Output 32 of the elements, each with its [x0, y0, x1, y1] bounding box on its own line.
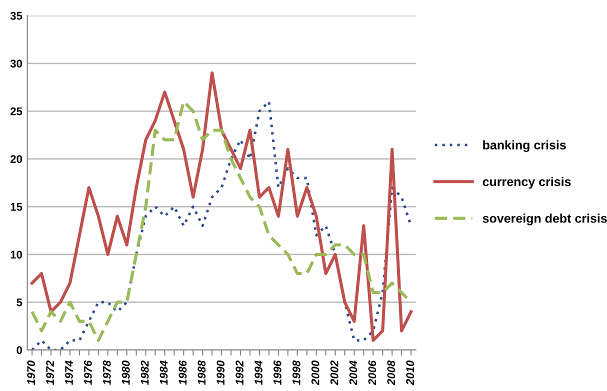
- legend-label: banking crisis: [483, 140, 566, 152]
- x-tick-label: 1994: [254, 360, 262, 385]
- x-tick-label: 2010: [406, 360, 414, 386]
- y-tick-label: 20: [10, 155, 22, 164]
- x-tick-label: 2000: [311, 360, 320, 386]
- x-tick-label: 2008: [387, 360, 396, 386]
- x-tick-label: 1984: [160, 360, 168, 385]
- x-tick-label: 2004: [349, 360, 358, 386]
- y-tick-label: 25: [10, 107, 22, 116]
- y-tick-label: 15: [10, 203, 22, 211]
- y-tick-label: 0: [16, 346, 22, 354]
- x-tick-label: 1976: [84, 360, 92, 385]
- x-tick-label: 1970: [27, 360, 36, 385]
- legend-label: currency crisis: [482, 176, 571, 189]
- legend-label: sovereign debt crisis: [482, 214, 607, 226]
- x-tick-label: 1982: [140, 360, 149, 385]
- x-tick-label: 1988: [198, 360, 206, 385]
- x-tick-label: 1990: [216, 360, 225, 385]
- x-tick-label: 1978: [102, 360, 111, 385]
- x-tick-label: 1974: [65, 360, 73, 385]
- x-tick-label: 1992: [236, 360, 244, 385]
- y-tick-label: 35: [10, 12, 22, 20]
- x-tick-label: 2006: [368, 360, 376, 386]
- x-tick-label: 1986: [178, 360, 187, 385]
- y-tick-label: 10: [10, 250, 22, 259]
- x-tick-label: 1980: [122, 360, 130, 385]
- x-tick-label: 1998: [292, 360, 300, 385]
- x-tick-label: 1996: [274, 360, 282, 385]
- y-tick-label: 5: [16, 298, 22, 306]
- x-tick-label: 1972: [46, 360, 54, 385]
- x-tick-label: 2002: [330, 360, 338, 386]
- y-tick-label: 30: [10, 60, 22, 68]
